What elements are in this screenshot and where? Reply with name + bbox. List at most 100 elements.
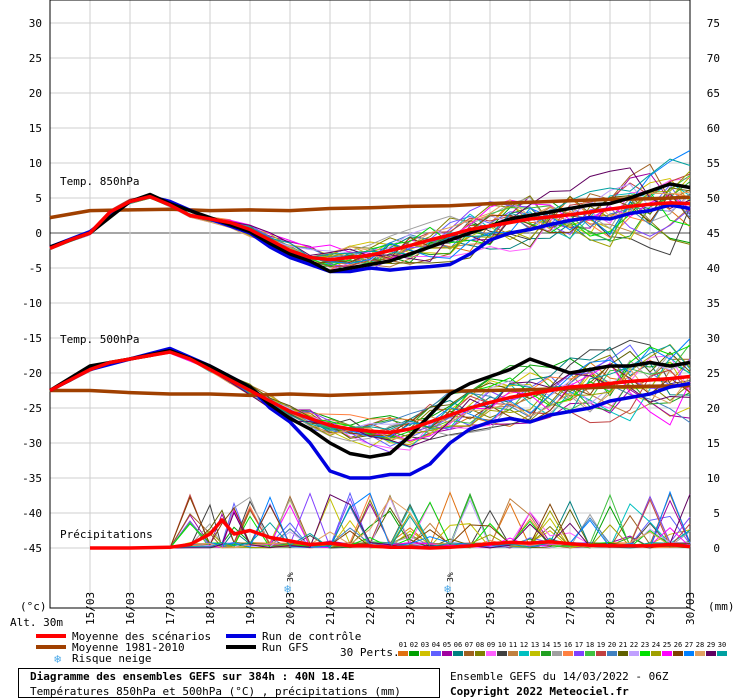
pert-swatch [673,651,683,656]
snowflake-icon: ❄ [444,582,451,596]
pert-swatch [486,651,496,656]
left-tick-label: 25 [29,52,42,65]
left-tick-label: 20 [29,87,42,100]
right-tick-label: 10 [707,472,720,485]
pert-swatch [398,651,408,656]
x-axis-date-labels: 15/03 16/03 17/03 18/03 19/03 20/03 21/03 22/03… [84,592,697,625]
pert-number: 27 [685,641,693,649]
pert-number: 26 [674,641,682,649]
pert-number: 29 [707,641,715,649]
perturbation-precip-line [90,509,691,549]
pert-number: 18 [586,641,594,649]
pert-swatch [431,651,441,656]
pert-swatch [519,651,529,656]
x-date-label: 27/03 [564,592,577,625]
pert-number: 02 [410,641,418,649]
left-tick-label: -45 [22,542,42,555]
pert-swatch [453,651,463,656]
pert-number: 04 [432,641,440,649]
series-line-moyenne-des-sc-narios [49,194,691,262]
right-tick-label: 30 [707,332,720,345]
pert-swatch [640,651,650,656]
pert-number: 21 [619,641,627,649]
panel-label-500: Temp. 500hPa [60,333,139,346]
pert-swatch [684,651,694,656]
pert-number: 11 [509,641,517,649]
right-tick-label: 45 [707,227,720,240]
pert-swatch [475,651,485,656]
pert-swatch [552,651,562,656]
x-date-label: 15/03 [84,592,97,625]
legend-perts-label: 30 Perts. [340,646,400,659]
pert-swatch [442,651,452,656]
pert-number: 06 [454,641,462,649]
plot-frame [49,0,691,609]
pert-number: 19 [597,641,605,649]
left-tick-label: -35 [22,472,42,485]
main-series [49,182,691,550]
pert-swatch [596,651,606,656]
legend-gfs-run: Run GFS [262,641,308,654]
pert-number: 16 [564,641,572,649]
series-line-moyenne-1981-2010 [49,195,691,220]
x-date-label: 23/03 [404,592,417,625]
left-tick-label: -30 [22,437,42,450]
pert-number: 20 [608,641,616,649]
legend: Moyenne des scénarios Moyenne 1981-2010 … [36,630,727,666]
pert-number: 08 [476,641,484,649]
right-tick-label: 25 [707,367,720,380]
right-tick-label: 55 [707,157,720,170]
left-tick-label: -10 [22,297,42,310]
right-tick-label: 35 [707,297,720,310]
pert-swatch [585,651,595,656]
x-date-label: 26/03 [524,592,537,625]
pert-number: 07 [465,641,473,649]
snow-risk-markers: 3%❄3%❄ [284,572,455,596]
pert-swatch [530,651,540,656]
x-date-label: 24/03 [444,592,457,625]
pert-number: 09 [487,641,495,649]
left-tick-label: 10 [29,157,42,170]
pert-number: 15 [553,641,561,649]
left-tick-label: -25 [22,402,42,415]
pert-number: 30 [718,641,726,649]
x-date-label: 30/03 [684,592,697,625]
pert-number: 14 [542,641,550,649]
perturbation-legend: 01 02 03 04 05 06 07 08 09 10 11 12 13 14 15 16 17 18 19 20… [398,641,727,656]
pert-swatch [607,651,617,656]
snowflake-icon: ❄ [54,652,61,666]
left-tick-label: -40 [22,507,42,520]
pert-number: 13 [531,641,539,649]
left-tick-label: 30 [29,17,42,30]
pert-swatch [464,651,474,656]
x-date-label: 29/03 [644,592,657,625]
x-date-label: 28/03 [604,592,617,625]
right-tick-label: 5 [713,507,720,520]
x-date-label: 22/03 [364,592,377,625]
pert-number: 22 [630,641,638,649]
right-tick-label: 60 [707,122,720,135]
series-line-moyenne-des-sc-narios [49,350,691,435]
pert-swatch [497,651,507,656]
pert-swatch [651,651,661,656]
panel-label-precip: Précipitations [60,528,153,541]
left-axis-unit: (°c) [20,600,47,613]
x-date-label: 16/03 [124,592,137,625]
right-tick-label: 75 [707,17,720,30]
footer-title: Diagramme des ensembles GEFS sur 384h : … [30,670,355,683]
pert-number: 03 [421,641,429,649]
pert-number: 12 [520,641,528,649]
left-axis-ticks: 30 25 20 15 10 5 0 -5 -10 -15 -20 -25 -30 -35 -40 -45 [22,17,42,555]
left-tick-label: -15 [22,332,42,345]
pert-swatch [717,651,727,656]
x-date-label: 21/03 [324,592,337,625]
legend-snow-risk: Risque neige [72,652,151,665]
snowflake-icon: ❄ [284,582,291,596]
right-tick-label: 50 [707,192,720,205]
legend-climatology: Moyenne 1981-2010 [72,641,185,654]
pert-number: 01 [399,641,407,649]
svg-text:❄: ❄ [54,652,61,666]
left-tick-label: -5 [29,262,42,275]
x-date-label: 18/03 [204,592,217,625]
